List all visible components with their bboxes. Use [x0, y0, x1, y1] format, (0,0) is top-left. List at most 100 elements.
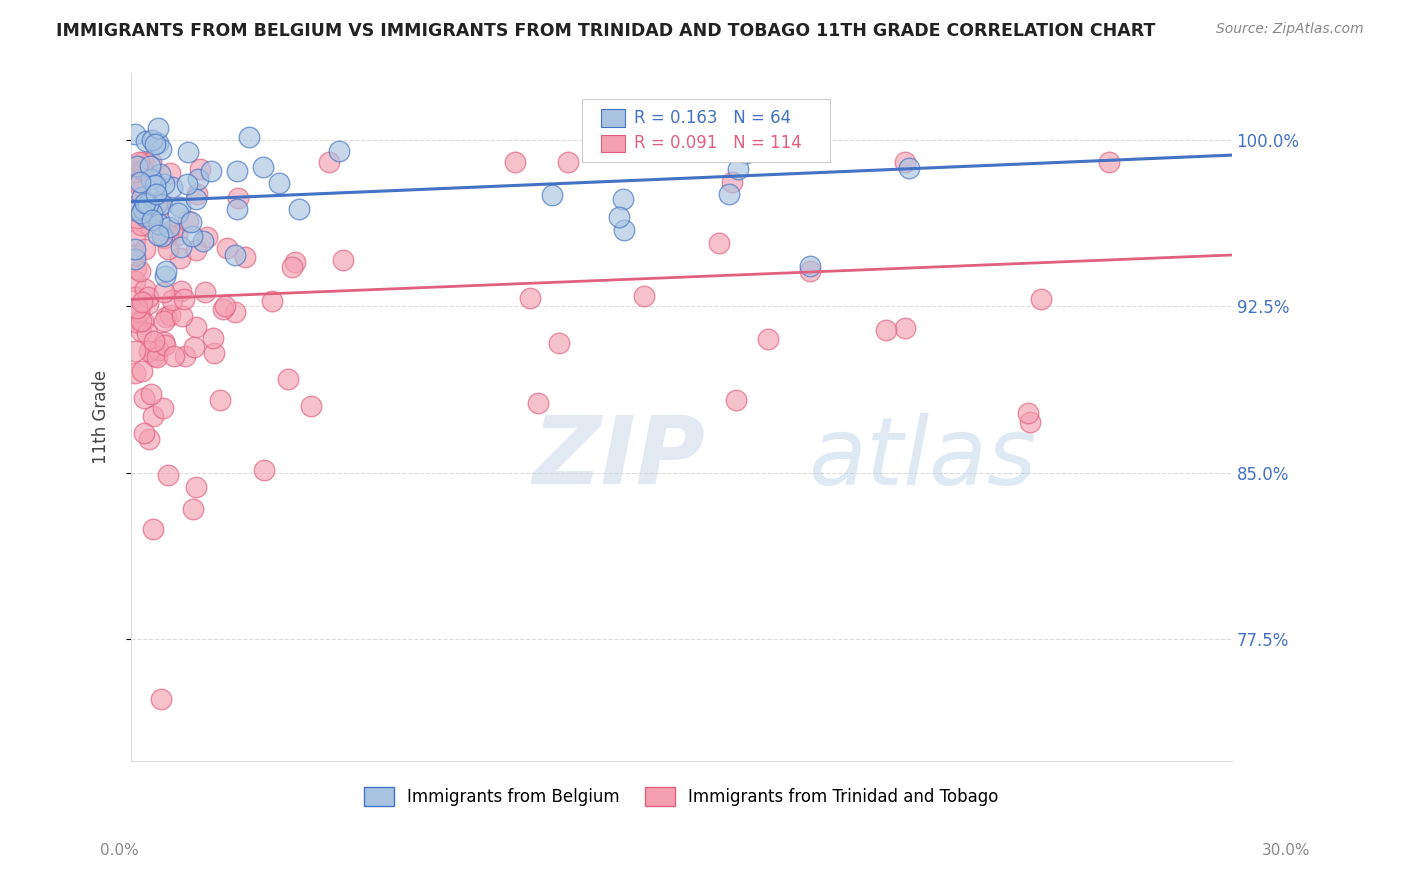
Bar	[602, 135, 626, 153]
Point	[134, 210, 156, 224]
Point	[129, 175, 152, 189]
Text: R = 0.091   N = 114: R = 0.091 N = 114	[634, 134, 801, 153]
Point	[707, 235, 730, 250]
Point	[328, 144, 350, 158]
Point	[138, 344, 160, 359]
Point	[173, 292, 195, 306]
Point	[124, 275, 146, 289]
Text: Source: ZipAtlas.com: Source: ZipAtlas.com	[1216, 22, 1364, 37]
Point	[131, 324, 153, 338]
Point	[153, 338, 176, 352]
Point	[184, 479, 207, 493]
Point	[136, 290, 159, 304]
Point	[149, 692, 172, 706]
Point	[124, 202, 146, 217]
Point	[162, 350, 184, 364]
FancyBboxPatch shape	[582, 99, 830, 162]
Point	[136, 326, 159, 341]
Point	[519, 291, 541, 305]
Point	[613, 223, 636, 237]
Point	[135, 134, 157, 148]
Point	[318, 154, 340, 169]
Point	[200, 164, 222, 178]
Point	[153, 335, 176, 350]
Point	[238, 129, 260, 144]
Point	[1029, 293, 1052, 307]
Point	[541, 188, 564, 202]
Point	[136, 197, 159, 211]
Point	[875, 323, 897, 337]
Point	[124, 233, 146, 247]
Point	[129, 219, 152, 233]
Point	[160, 222, 183, 236]
Point	[145, 197, 167, 211]
Point	[124, 366, 146, 380]
Point	[253, 463, 276, 477]
Point	[153, 314, 176, 328]
Point	[142, 409, 165, 423]
Point	[155, 264, 177, 278]
Point	[799, 264, 821, 278]
Point	[267, 177, 290, 191]
Point	[169, 251, 191, 265]
Point	[169, 201, 191, 215]
Point	[224, 248, 246, 262]
Point	[215, 241, 238, 255]
Point	[149, 142, 172, 156]
Point	[170, 285, 193, 299]
Point	[139, 219, 162, 234]
Point	[721, 175, 744, 189]
Point	[208, 392, 231, 407]
Point	[160, 293, 183, 307]
Point	[142, 334, 165, 348]
Point	[141, 206, 163, 220]
Legend: Immigrants from Belgium, Immigrants from Trinidad and Tobago: Immigrants from Belgium, Immigrants from…	[356, 779, 1007, 814]
Point	[124, 202, 146, 216]
Point	[128, 305, 150, 319]
Point	[186, 187, 208, 202]
Point	[148, 194, 170, 208]
Point	[131, 295, 153, 310]
Point	[132, 154, 155, 169]
Point	[212, 301, 235, 316]
Point	[125, 211, 148, 225]
Text: atlas: atlas	[808, 413, 1036, 504]
Point	[186, 319, 208, 334]
Point	[124, 199, 146, 213]
Y-axis label: 11th Grade: 11th Grade	[93, 370, 110, 464]
Point	[756, 332, 779, 346]
Point	[181, 229, 204, 244]
Point	[153, 230, 176, 244]
Point	[277, 372, 299, 386]
Point	[125, 315, 148, 329]
Point	[548, 336, 571, 351]
Point	[202, 346, 225, 360]
Point	[152, 401, 174, 416]
Point	[187, 172, 209, 186]
Point	[170, 240, 193, 254]
Point	[172, 309, 194, 323]
Point	[724, 392, 747, 407]
Point	[166, 227, 188, 242]
Point	[188, 161, 211, 176]
Point	[139, 159, 162, 173]
Point	[146, 136, 169, 150]
Point	[124, 343, 146, 358]
Point	[155, 269, 177, 284]
Point	[128, 154, 150, 169]
Point	[894, 321, 917, 335]
Point	[124, 248, 146, 262]
Point	[159, 166, 181, 180]
Point	[142, 522, 165, 536]
Point	[735, 146, 758, 161]
Point	[127, 159, 149, 173]
Point	[127, 175, 149, 189]
Point	[128, 263, 150, 277]
Point	[284, 255, 307, 269]
Point	[1017, 406, 1039, 420]
Point	[224, 305, 246, 319]
Point	[177, 145, 200, 159]
Point	[150, 229, 173, 244]
Point	[195, 230, 218, 244]
Point	[143, 136, 166, 151]
